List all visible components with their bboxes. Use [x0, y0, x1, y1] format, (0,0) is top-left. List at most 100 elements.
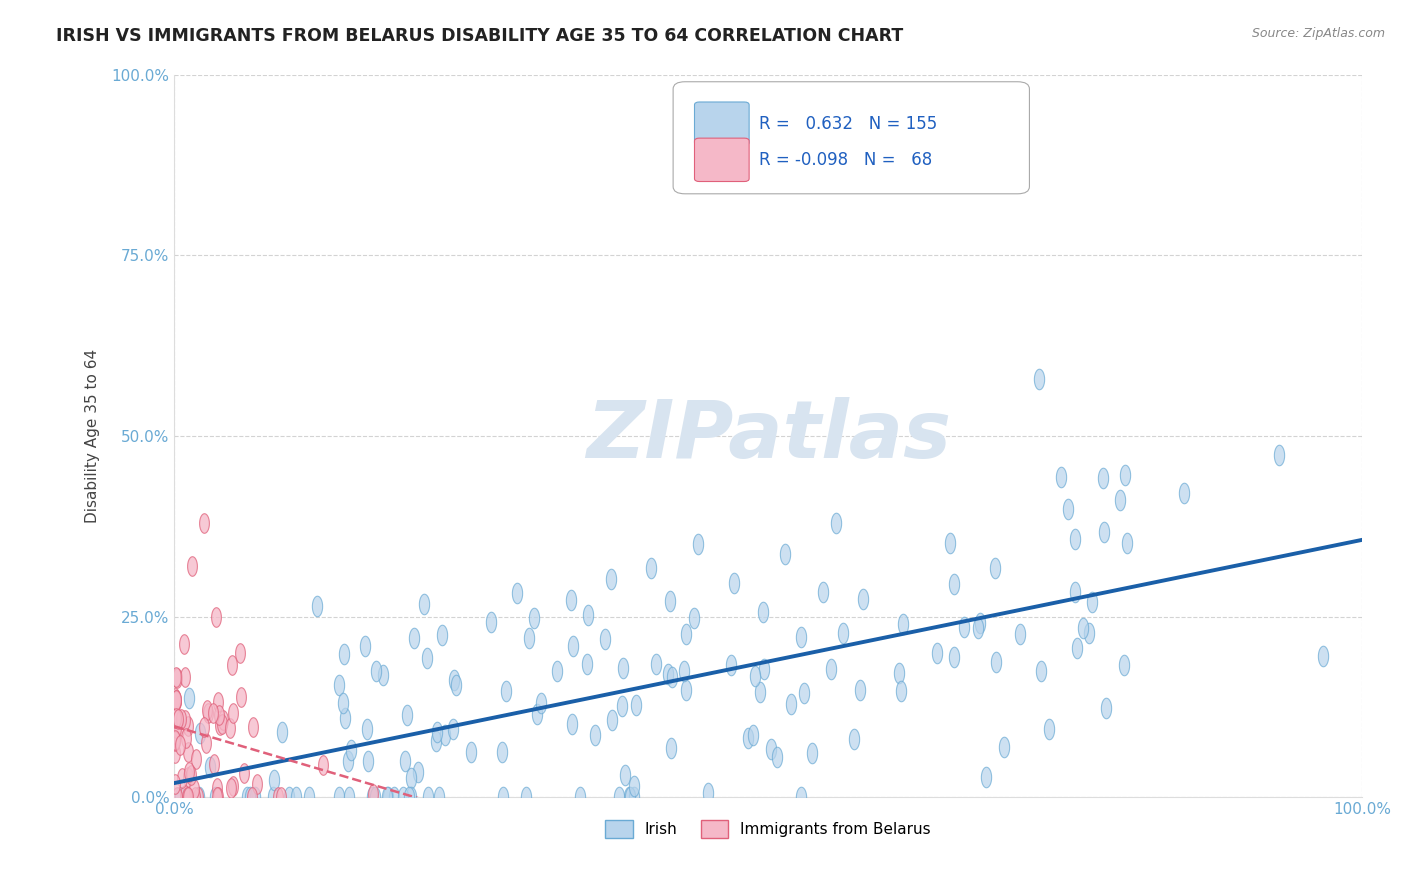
Point	[170, 713, 193, 727]
Point	[267, 790, 290, 805]
Point	[197, 706, 219, 721]
Point	[176, 790, 198, 805]
Point	[305, 599, 328, 613]
Point	[1066, 640, 1088, 655]
Point	[353, 640, 375, 654]
Point	[262, 790, 284, 805]
Point	[298, 790, 321, 805]
Point	[183, 790, 205, 805]
Point	[356, 722, 378, 736]
Point	[208, 707, 231, 722]
Point	[1109, 493, 1132, 508]
Point	[607, 790, 630, 805]
Point	[773, 547, 796, 561]
Point	[177, 719, 200, 733]
Point	[207, 790, 229, 805]
Point	[697, 787, 720, 801]
Point	[546, 664, 568, 678]
Point	[966, 621, 988, 635]
Point	[661, 670, 683, 684]
Point	[657, 667, 679, 681]
Point	[600, 572, 623, 586]
Text: IRISH VS IMMIGRANTS FROM BELARUS DISABILITY AGE 35 TO 64 CORRELATION CHART: IRISH VS IMMIGRANTS FROM BELARUS DISABIL…	[56, 27, 904, 45]
Point	[984, 655, 1007, 669]
Point	[969, 615, 991, 630]
Point	[515, 790, 537, 805]
Point	[207, 780, 229, 795]
Point	[1038, 723, 1060, 737]
Point	[194, 736, 217, 750]
Point	[242, 720, 264, 734]
Point	[228, 646, 250, 660]
Point	[181, 559, 204, 574]
Point	[686, 537, 709, 551]
Point	[832, 625, 855, 640]
Point	[1057, 501, 1080, 516]
Point	[245, 777, 267, 791]
Point	[659, 740, 682, 755]
Point	[1063, 533, 1085, 547]
Point	[339, 743, 361, 757]
Point	[165, 721, 187, 735]
Point	[170, 772, 193, 786]
Point	[742, 728, 765, 742]
Point	[443, 673, 465, 687]
Point	[495, 683, 517, 698]
Legend: Irish, Immigrants from Belarus: Irish, Immigrants from Belarus	[599, 814, 938, 844]
Point	[790, 630, 813, 644]
Point	[221, 780, 243, 795]
Point	[612, 661, 634, 675]
Point	[392, 790, 415, 805]
FancyBboxPatch shape	[695, 102, 749, 145]
Point	[174, 731, 197, 745]
Point	[492, 790, 515, 805]
Point	[193, 516, 215, 530]
Point	[188, 726, 211, 740]
Point	[491, 745, 513, 759]
Point	[177, 691, 200, 706]
Point	[361, 790, 384, 805]
Point	[1010, 627, 1032, 641]
Point	[335, 711, 357, 725]
Point	[179, 764, 201, 779]
Point	[1114, 468, 1136, 483]
Point	[236, 790, 259, 805]
Point	[163, 732, 186, 747]
Point	[165, 694, 187, 708]
Point	[811, 584, 834, 599]
Point	[166, 712, 188, 726]
Point	[842, 731, 865, 746]
Point	[891, 617, 914, 632]
Point	[165, 670, 187, 684]
Point	[204, 790, 226, 805]
Point	[184, 752, 207, 766]
Point	[673, 664, 696, 678]
Point	[193, 720, 215, 734]
Point	[165, 746, 187, 760]
Point	[366, 664, 388, 678]
Point	[789, 790, 811, 805]
Point	[526, 706, 548, 721]
Point	[198, 760, 221, 774]
Point	[675, 627, 697, 641]
Point	[337, 754, 360, 768]
Point	[1268, 448, 1291, 462]
Point	[820, 662, 842, 676]
Point	[623, 790, 645, 805]
Point	[852, 591, 875, 606]
Point	[952, 620, 974, 634]
Point	[460, 745, 482, 759]
Point	[974, 771, 997, 785]
Point	[723, 576, 745, 591]
Point	[412, 598, 434, 612]
Point	[1312, 648, 1334, 663]
Point	[640, 560, 662, 574]
Point	[177, 770, 200, 784]
Point	[517, 631, 540, 645]
Point	[443, 723, 465, 737]
Point	[240, 790, 263, 805]
Point	[1071, 621, 1094, 635]
Point	[221, 657, 243, 672]
Point	[284, 790, 307, 805]
Point	[848, 683, 870, 698]
